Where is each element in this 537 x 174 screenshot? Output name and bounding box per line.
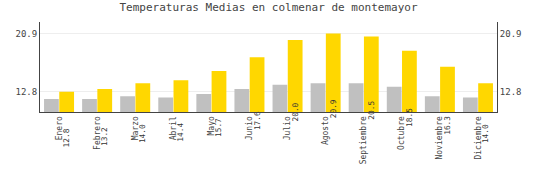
svg-text:16.3: 16.3 bbox=[443, 116, 452, 135]
svg-text:Julio: Julio bbox=[283, 116, 292, 140]
svg-text:15.7: 15.7 bbox=[214, 118, 223, 137]
svg-text:Marzo: Marzo bbox=[131, 116, 140, 140]
svg-text:20.5: 20.5 bbox=[367, 101, 376, 120]
svg-text:20.0: 20.0 bbox=[291, 102, 300, 121]
svg-text:Diciembre: Diciembre bbox=[474, 116, 483, 160]
svg-text:14.0: 14.0 bbox=[481, 124, 490, 143]
svg-text:13.2: 13.2 bbox=[100, 127, 109, 146]
svg-text:20.9: 20.9 bbox=[500, 29, 522, 39]
svg-text:Mayo: Mayo bbox=[207, 116, 216, 135]
svg-text:Febrero: Febrero bbox=[93, 116, 102, 150]
svg-text:Enero: Enero bbox=[55, 116, 64, 140]
svg-text:Septiembre: Septiembre bbox=[359, 116, 368, 164]
svg-text:17.6: 17.6 bbox=[253, 111, 262, 130]
svg-text:Noviembre: Noviembre bbox=[435, 116, 444, 160]
svg-text:Junio: Junio bbox=[245, 116, 254, 140]
svg-text:Octubre: Octubre bbox=[397, 116, 406, 150]
svg-text:12.8: 12.8 bbox=[62, 128, 71, 147]
svg-text:14.4: 14.4 bbox=[176, 123, 185, 142]
svg-text:Temperaturas Medias en colmena: Temperaturas Medias en colmenar de monte… bbox=[119, 1, 417, 14]
svg-text:20.9: 20.9 bbox=[329, 99, 338, 118]
svg-text:14.0: 14.0 bbox=[138, 124, 147, 143]
svg-text:12.8: 12.8 bbox=[16, 87, 38, 97]
svg-text:20.9: 20.9 bbox=[16, 29, 38, 39]
svg-text:Agosto: Agosto bbox=[321, 116, 330, 145]
svg-text:12.8: 12.8 bbox=[500, 87, 522, 97]
svg-text:Abril: Abril bbox=[169, 116, 178, 140]
svg-text:18.5: 18.5 bbox=[405, 108, 414, 127]
